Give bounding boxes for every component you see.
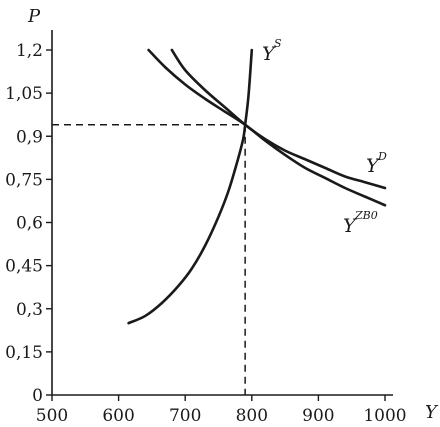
supply-curve-label: Y <box>262 43 277 65</box>
y-tick-label: 0,75 <box>5 170 43 190</box>
y-axis-label: P <box>27 6 41 27</box>
y-tick-label: 1,05 <box>5 84 43 104</box>
zb0-curve-label: Y <box>343 215 358 237</box>
guide-layer <box>52 124 246 395</box>
zb0-curve <box>147 48 387 207</box>
curve-layer <box>127 48 387 325</box>
zb0-curve-label-sup: ZB0 <box>354 209 378 222</box>
supply-curve <box>127 48 254 325</box>
y-tick-label: 0,9 <box>16 127 43 147</box>
demand-curve-label: Y <box>366 155 381 177</box>
x-tick-label: 900 <box>302 406 334 426</box>
x-axis-label: Y <box>425 402 439 423</box>
y-tick-label: 0 <box>32 386 43 406</box>
y-tick-label: 0,6 <box>16 214 43 234</box>
supply-curve-label-sup: S <box>274 37 282 50</box>
y-tick-label: 0,45 <box>5 257 43 277</box>
demand-curve <box>170 48 387 190</box>
x-tick-label: 500 <box>36 406 68 426</box>
curve-label-layer: Y SY DY ZB0 <box>262 37 387 237</box>
x-tick-label: 800 <box>236 406 268 426</box>
x-tick-label: 700 <box>169 406 201 426</box>
x-tick-label: 1000 <box>363 406 406 426</box>
tick-layer: 500 600 700 800 900 1000 0 0,15 0,3 0,45 0,6 0,75 0,… <box>5 41 406 426</box>
y-tick-label: 1,2 <box>16 41 43 61</box>
y-tick-label: 0,3 <box>16 300 43 320</box>
y-tick-label: 0,15 <box>5 343 43 363</box>
demand-curve-label-sup: D <box>377 150 387 163</box>
x-tick-label: 600 <box>102 406 134 426</box>
